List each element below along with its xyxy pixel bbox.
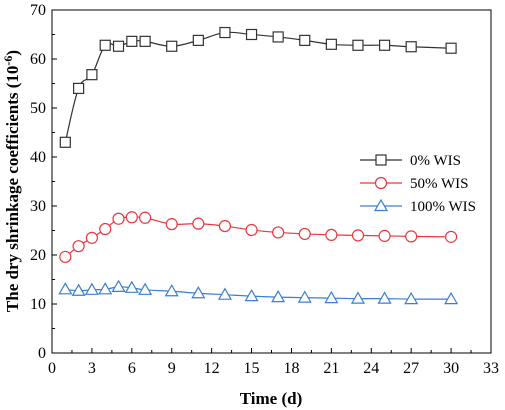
data-point [126,35,138,47]
legend-marker [373,198,389,212]
y-tick-label: 50 [30,100,46,117]
data-point [139,211,152,224]
y-axis-title-superscript: -6 [1,56,15,66]
data-point [125,211,138,224]
y-tick-label: 60 [30,51,46,68]
data-point [245,28,258,41]
data-point [404,291,419,305]
data-point [405,41,417,53]
data-point [111,279,126,292]
y-axis-title-end: ) [3,50,22,56]
data-point [378,229,391,242]
data-point [85,231,99,244]
data-point [59,250,72,264]
data-point [324,290,339,304]
data-point [272,31,284,43]
data-point [73,82,85,95]
data-point [325,38,337,50]
data-point [192,217,205,230]
series-circle [59,211,458,264]
x-tick-label: 9 [168,360,176,377]
data-point [98,282,113,295]
data-point [124,280,139,293]
data-point [444,291,459,305]
series-layer [58,26,459,305]
y-tick-label: 10 [30,296,46,313]
x-tick-label: 6 [128,360,136,377]
data-point [299,34,311,46]
data-point [71,283,86,296]
x-tick-label: 3 [88,360,96,377]
x-tick-label: 18 [283,360,299,377]
data-point [405,230,418,243]
y-tick-label: 40 [30,149,46,166]
x-tick-label: 0 [48,360,56,377]
data-point [164,284,179,297]
legend: 0% WIS 50% WIS 100% WIS [360,153,476,215]
legend-marker [374,176,388,190]
x-tick-label: 30 [443,360,459,377]
y-axis-title: The dry shrinkage coefficients (10-6) [1,50,22,312]
x-tick-label: 27 [403,360,419,377]
x-tick-label: 24 [363,360,379,377]
x-axis-title: Time (d) [240,389,303,408]
data-point [352,39,364,51]
y-axis-title-main: The dry shrinkage coefficients (10 [3,66,22,312]
x-tick-label: 33 [483,360,499,377]
data-point [138,282,153,295]
data-point [166,40,178,52]
data-point [139,35,151,47]
data-point [112,40,125,52]
data-point [244,288,259,302]
data-point [218,219,232,233]
data-point [99,39,111,51]
data-point [191,286,206,299]
data-point [445,42,457,54]
data-point [86,69,98,81]
data-point [272,226,285,239]
y-tick-label: 30 [30,198,46,215]
axis-ticks: 0 3 6 9 12 15 18 21 24 27 30 33 0 10 20 30 40 50 60 70 [30,2,499,377]
data-point [325,228,338,242]
data-point [112,212,125,225]
data-point [351,229,365,242]
y-tick-label: 20 [30,247,46,264]
y-tick-label: 0 [38,345,46,362]
data-point [59,136,71,148]
legend-marker [375,154,387,166]
y-tick-label: 70 [30,2,46,19]
data-point [192,34,204,46]
data-point [165,218,178,231]
x-tick-label: 21 [323,360,339,377]
data-point [444,230,458,243]
data-point [297,290,312,303]
data-point [350,291,366,304]
series-triangle [58,279,459,305]
data-point [377,291,392,304]
data-point [298,227,311,241]
data-point [271,289,286,303]
data-point [219,26,231,39]
series-square [59,26,457,148]
legend-label: 0% WIS [410,153,461,169]
data-point [378,39,391,51]
data-point [217,287,232,300]
data-point [58,282,73,295]
x-tick-label: 15 [244,360,260,377]
legend-label: 100% WIS [410,199,476,215]
x-tick-label: 12 [204,360,220,377]
legend-label: 50% WIS [410,176,468,192]
data-point [99,222,112,236]
data-point [245,223,258,237]
series-line [64,216,452,258]
data-point [72,240,85,253]
data-point [84,282,99,295]
